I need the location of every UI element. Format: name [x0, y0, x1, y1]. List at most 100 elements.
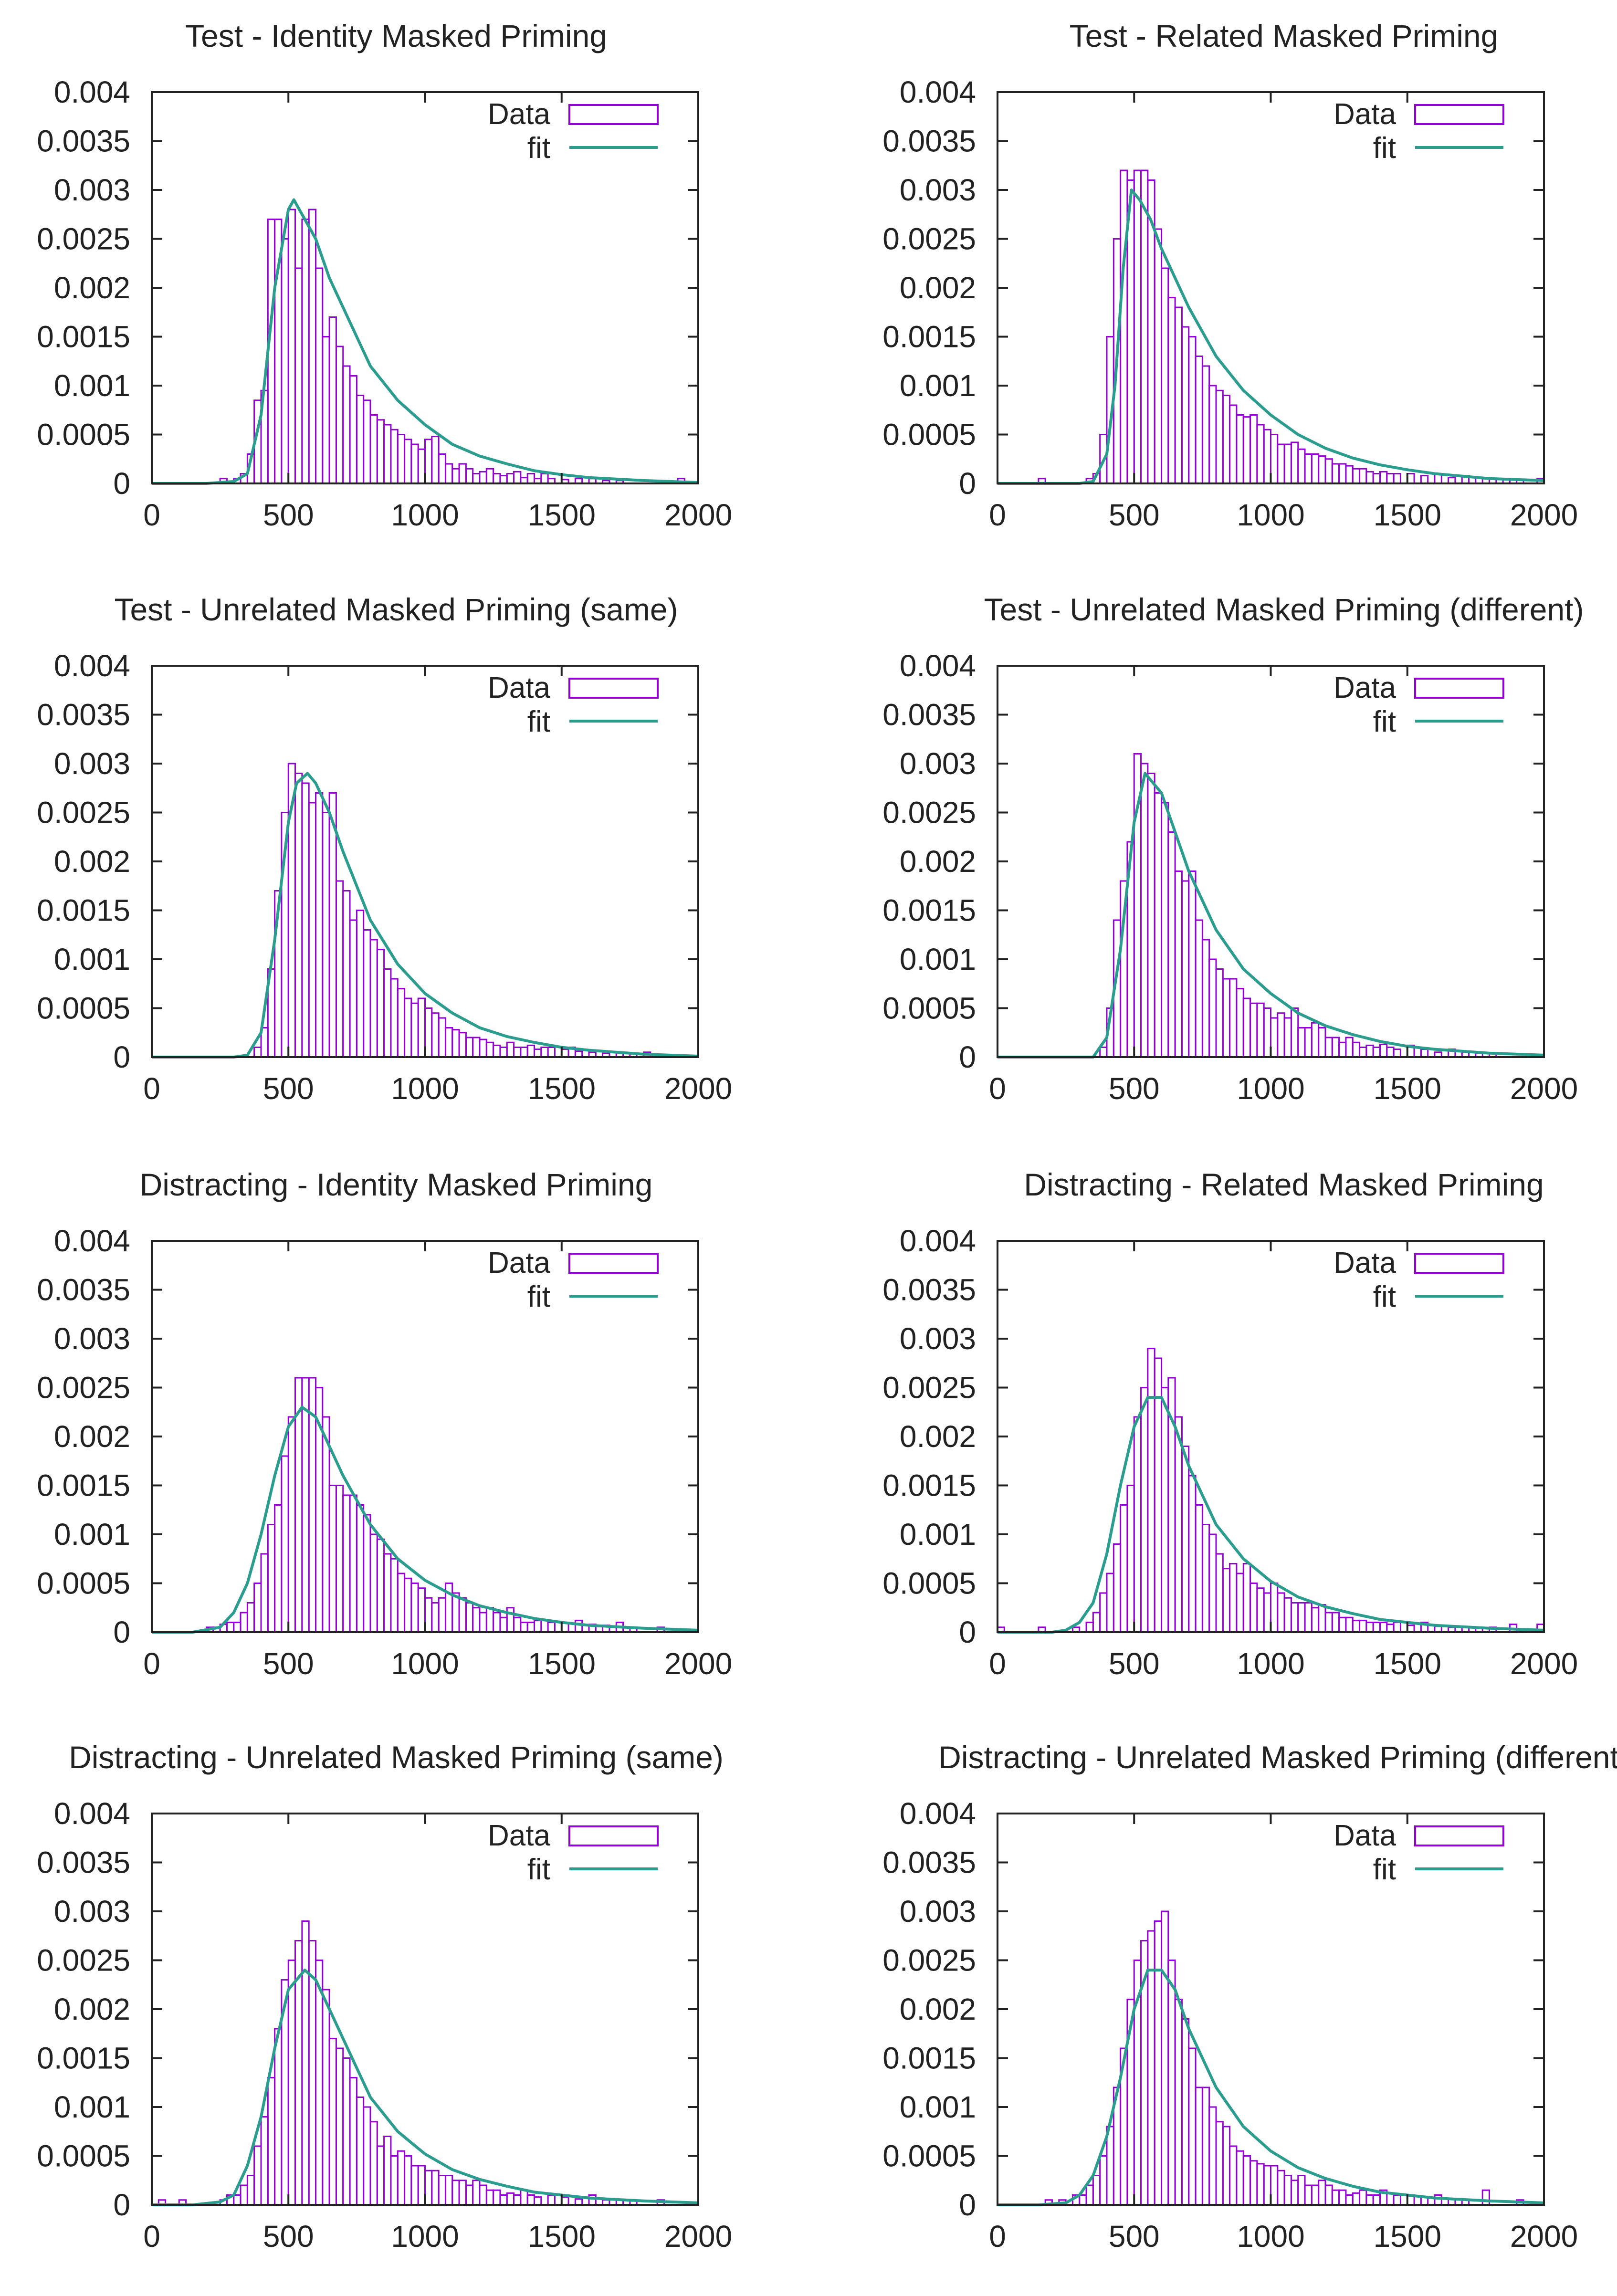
histogram-bar — [485, 1607, 494, 1633]
histogram-bar — [1085, 1622, 1094, 1633]
y-tick-label: 0.002 — [900, 844, 976, 879]
y-tick-label: 0.0005 — [882, 2139, 976, 2173]
histogram-bar — [1147, 1930, 1155, 2206]
histogram-bar — [1208, 1533, 1217, 1633]
chart-title: Test - Unrelated Masked Priming (same) — [114, 592, 678, 627]
histogram-bar — [1161, 1387, 1169, 1633]
y-tick-label: 0.001 — [54, 368, 130, 403]
histogram-bar — [1161, 1910, 1169, 2206]
x-tick-label: 1500 — [1374, 498, 1441, 532]
histogram-bar — [438, 1017, 446, 1058]
histogram-bar — [233, 1622, 242, 1633]
y-tick-label: 0 — [959, 1615, 976, 1649]
histogram-bar — [1311, 2184, 1320, 2206]
histogram-bar — [404, 2155, 412, 2206]
histogram-bar — [506, 473, 515, 484]
histogram-bar — [397, 988, 406, 1058]
x-tick-label: 1500 — [528, 1646, 596, 1681]
histogram-bar — [1161, 802, 1169, 1058]
histogram-bar — [1338, 1616, 1347, 1633]
histogram-bar — [1290, 2180, 1299, 2206]
histogram-bar — [1154, 1357, 1162, 1633]
histogram-bar — [1208, 2106, 1217, 2206]
y-tick-label: 0.0005 — [37, 2139, 130, 2173]
histogram-bar — [526, 473, 535, 484]
histogram-bar — [520, 1047, 528, 1058]
histogram-bar — [438, 2175, 446, 2206]
histogram-bar — [1263, 1592, 1271, 1633]
histogram-bar — [479, 1612, 487, 1633]
histogram-bar — [499, 475, 508, 484]
y-tick-label: 0.0015 — [882, 320, 976, 354]
histogram-bar — [1290, 1007, 1299, 1058]
histogram-bar — [526, 1622, 535, 1633]
histogram-bar — [417, 2165, 426, 2206]
x-tick-label: 0 — [143, 1646, 160, 1681]
histogram-bar — [1434, 2194, 1442, 2206]
chart-title: Distracting - Identity Masked Priming — [140, 1167, 653, 1202]
y-tick-label: 0.003 — [54, 173, 130, 207]
legend-fit-label: fit — [1373, 1853, 1396, 1886]
histogram-bar — [410, 1002, 419, 1058]
histogram-bar — [1386, 1047, 1395, 1058]
chart-title: Distracting - Unrelated Masked Priming (… — [69, 1740, 724, 1775]
histogram-bar — [1140, 169, 1149, 484]
histogram-bar — [287, 209, 296, 484]
y-tick-label: 0.002 — [900, 1992, 976, 2026]
y-tick-label: 0 — [113, 1615, 130, 1649]
histogram-bar — [1099, 2155, 1108, 2206]
histogram-bar — [1345, 465, 1354, 484]
histogram-bar — [1324, 2184, 1333, 2206]
x-tick-label: 500 — [1109, 2219, 1160, 2254]
histogram-bar — [1393, 1048, 1401, 1058]
fit-curve — [998, 1396, 1544, 1634]
histogram-bar — [1215, 389, 1224, 484]
y-tick-label: 0.004 — [900, 1224, 976, 1258]
y-tick-label: 0.004 — [900, 1796, 976, 1831]
y-tick-label: 0.001 — [900, 1517, 976, 1552]
histogram-bar — [1372, 2194, 1381, 2206]
histogram-bar — [390, 429, 399, 484]
histogram-bar — [1324, 1037, 1333, 1058]
histogram-bar — [1338, 1041, 1347, 1058]
fit-curve — [152, 198, 699, 485]
plot-frame — [997, 1813, 1545, 2206]
histogram-bar — [1359, 468, 1367, 484]
histogram-bar — [410, 443, 419, 484]
histogram-bar — [253, 2145, 262, 2206]
histogram-bar — [1297, 1602, 1306, 1633]
histogram-bar — [438, 453, 446, 484]
histogram-bar — [1208, 958, 1217, 1058]
y-tick-label: 0.0005 — [37, 1566, 130, 1601]
histogram-bar — [342, 1494, 351, 1633]
histogram-bar — [513, 1616, 522, 1633]
histogram-bar — [253, 1047, 262, 1058]
histogram-bar — [574, 1619, 583, 1633]
y-tick-label: 0.003 — [900, 1321, 976, 1356]
fit-curve — [152, 772, 699, 1059]
x-tick-label: 0 — [143, 498, 160, 532]
histogram-bar — [1215, 1553, 1224, 1633]
histogram-bar — [383, 2136, 392, 2206]
histogram-bar — [1318, 455, 1326, 484]
legend-data-swatch — [1414, 1253, 1504, 1274]
histogram-bar — [431, 436, 440, 484]
histogram-bar — [485, 468, 494, 484]
histogram-bar — [513, 1047, 522, 1058]
histogram-bar — [246, 2175, 255, 2206]
histogram-bar — [444, 463, 453, 484]
y-tick-label: 0.0025 — [882, 222, 976, 256]
histogram-bar — [1222, 395, 1231, 484]
histogram-bar — [1215, 2121, 1224, 2206]
histogram-bar — [1372, 1047, 1381, 1058]
histogram-bar — [1379, 1622, 1388, 1633]
histogram-bar — [335, 2047, 344, 2206]
histogram-bar — [1283, 443, 1292, 484]
histogram-bar — [547, 1047, 556, 1058]
y-tick-label: 0.001 — [900, 942, 976, 976]
histogram-bar — [1297, 1027, 1306, 1058]
histogram-bar — [287, 1416, 296, 1633]
y-tick-label: 0.004 — [54, 75, 130, 109]
histogram-bar — [349, 1494, 357, 1633]
histogram-bar — [465, 468, 474, 484]
